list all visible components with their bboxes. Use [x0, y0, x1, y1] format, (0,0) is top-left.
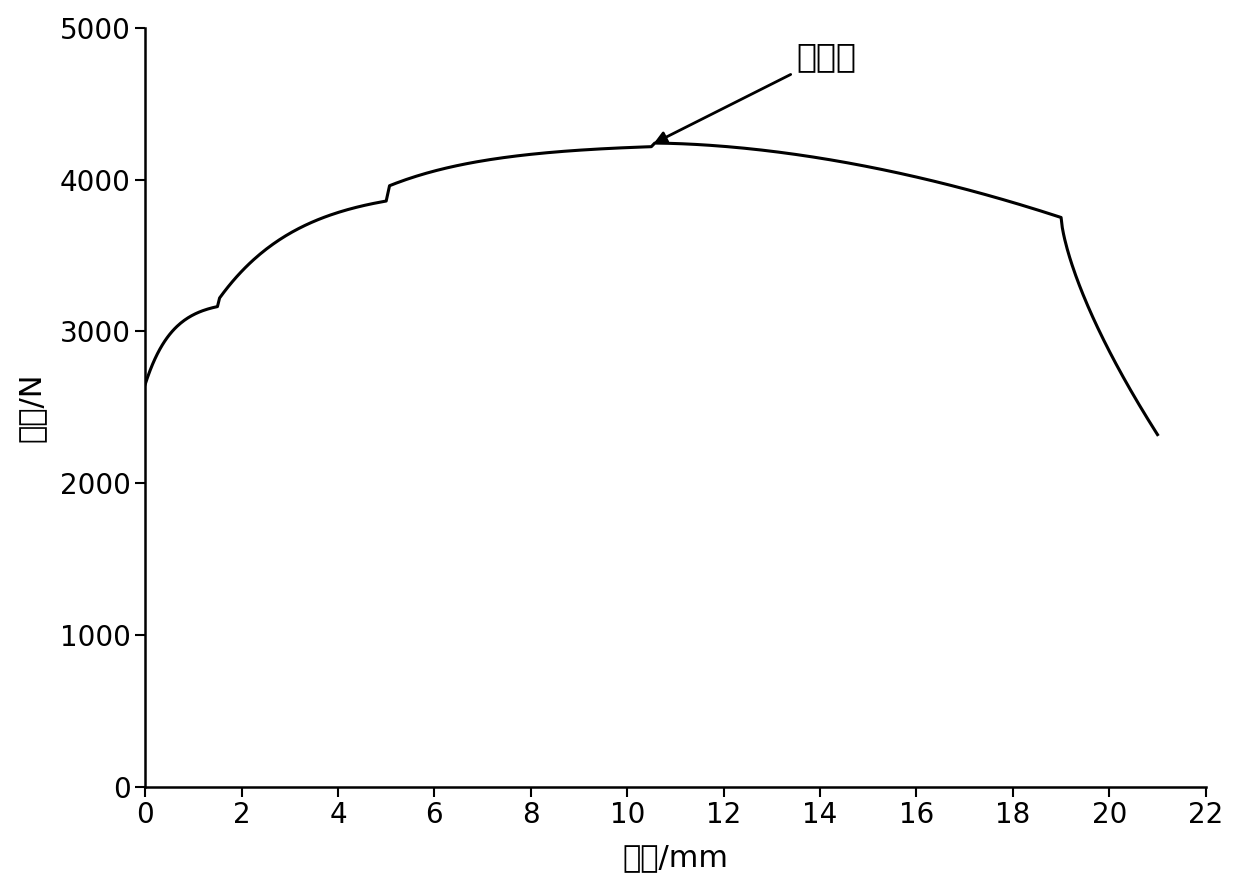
- X-axis label: 位移/mm: 位移/mm: [622, 844, 728, 872]
- Text: 颈缩点: 颈缩点: [656, 40, 856, 142]
- Y-axis label: 载荷/N: 载荷/N: [16, 372, 46, 442]
